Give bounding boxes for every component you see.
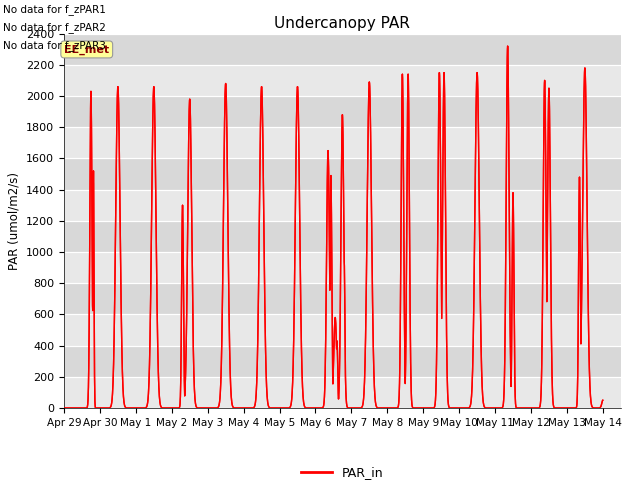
Bar [64,34,621,65]
Bar [64,283,621,314]
Legend: PAR_in: PAR_in [296,461,389,480]
Text: No data for f_zPAR3: No data for f_zPAR3 [3,40,106,51]
Bar [64,314,621,346]
Bar [64,221,621,252]
Text: No data for f_zPAR2: No data for f_zPAR2 [3,22,106,33]
Bar [64,158,621,190]
Bar [64,190,621,221]
Text: No data for f_zPAR1: No data for f_zPAR1 [3,4,106,15]
Bar [64,96,621,127]
Bar [64,65,621,96]
Bar [64,252,621,283]
Bar [64,346,621,377]
Text: EE_met: EE_met [64,44,109,55]
Title: Undercanopy PAR: Undercanopy PAR [275,16,410,31]
Bar [64,377,621,408]
Bar [64,127,621,158]
Y-axis label: PAR (umol/m2/s): PAR (umol/m2/s) [8,172,20,270]
